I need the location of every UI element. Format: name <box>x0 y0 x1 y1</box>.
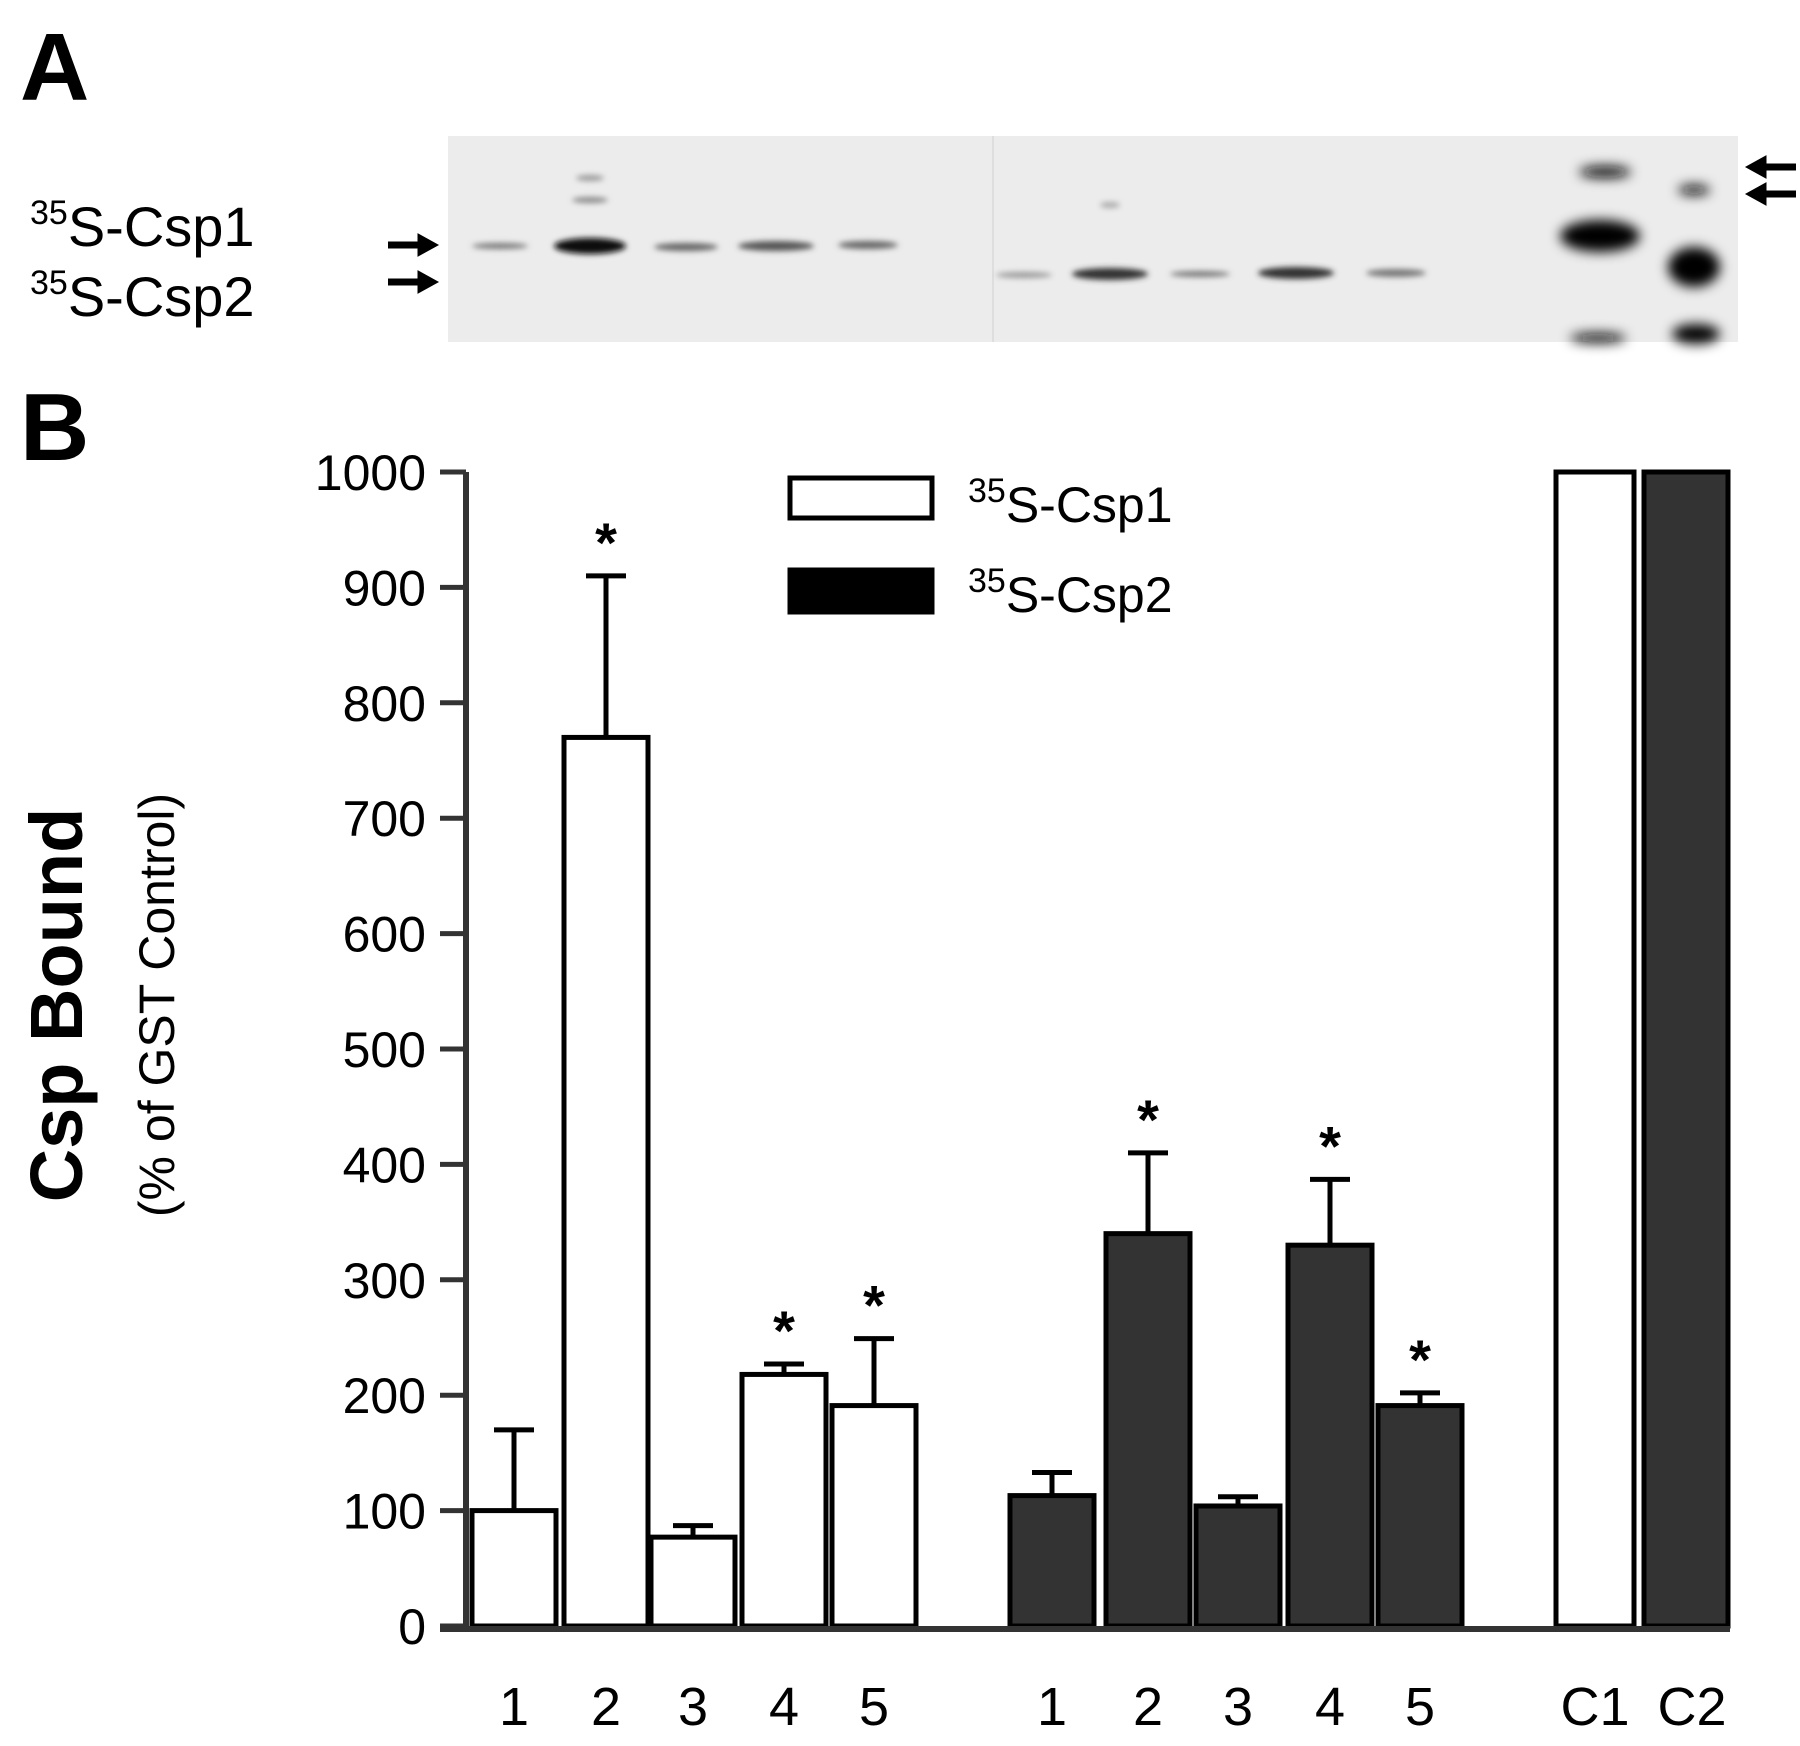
error-bars <box>494 573 1440 1538</box>
y-tick-label: 500 <box>343 1022 426 1078</box>
y-tick-label: 300 <box>343 1253 426 1309</box>
y-axis-title: Csp Bound <box>15 808 98 1203</box>
gel-bands-csp1 <box>472 175 898 254</box>
significance-star: * <box>1319 1114 1341 1177</box>
legend-label-csp1-text: S-Csp1 <box>1006 477 1173 533</box>
legend-label-csp1-sup: 35 <box>968 472 1006 510</box>
y-tick-label: 1000 <box>315 445 426 501</box>
category-label: 3 <box>678 1677 708 1737</box>
significance-star: * <box>1137 1088 1159 1151</box>
gel-arrow-control-2 <box>1744 182 1796 206</box>
y-tick-label: 0 <box>398 1599 426 1655</box>
y-tick-label: 100 <box>343 1484 426 1540</box>
category-label: 3 <box>1223 1677 1253 1737</box>
bar-control-c1 <box>1553 469 1637 1629</box>
y-tick-label: 400 <box>343 1137 426 1193</box>
category-label: 5 <box>859 1677 889 1737</box>
bars <box>469 469 1731 1629</box>
bar-csp2 <box>1375 1403 1465 1629</box>
category-label: 2 <box>1133 1677 1163 1737</box>
category-label: 2 <box>591 1677 621 1737</box>
y-axis: 0 100 200 300 400 500 600 700 800 900 1000 <box>315 445 469 1655</box>
y-tick-label: 900 <box>343 560 426 616</box>
y-tick-label: 600 <box>343 907 426 963</box>
gel-bands-csp2 <box>996 202 1426 280</box>
legend-label-csp2-text: S-Csp2 <box>1006 567 1173 623</box>
gel-arrow-csp1 <box>388 233 440 257</box>
category-label: 4 <box>769 1677 799 1737</box>
bar-control-c2 <box>1641 469 1731 1629</box>
significance-star: * <box>1409 1328 1431 1391</box>
bar-csp2 <box>1103 1231 1193 1629</box>
category-labels: 1 2 3 4 5 1 2 3 4 5 C1 C2 <box>499 1677 1727 1737</box>
gel-lane-seam <box>992 136 994 342</box>
category-label: 4 <box>1315 1677 1345 1737</box>
gel-arrow-control-1 <box>1744 155 1796 179</box>
gel-label-csp1: 35S-Csp1 <box>30 194 255 258</box>
legend-swatch-csp2 <box>787 567 935 615</box>
legend-label-csp2-sup: 35 <box>968 562 1006 600</box>
gel-label-csp2: 35S-Csp2 <box>30 264 255 328</box>
bar-csp1 <box>561 734 651 1629</box>
bar-csp1 <box>469 1508 559 1629</box>
bar-csp1 <box>739 1371 829 1629</box>
significance-star: * <box>773 1299 795 1362</box>
gel-label-csp2-sup: 35 <box>30 264 68 302</box>
legend-label-csp1: 35S-Csp1 <box>968 472 1173 533</box>
bar-csp1 <box>829 1403 919 1629</box>
significance-markers: * * * * * * <box>595 511 1431 1391</box>
category-label: 5 <box>1405 1677 1435 1737</box>
gel-bands-controls <box>1560 166 1720 344</box>
gel-image: 35S-Csp1 35S-Csp2 <box>30 136 1796 344</box>
gel-arrow-csp2 <box>388 270 440 294</box>
significance-star: * <box>863 1274 885 1337</box>
category-label: 1 <box>499 1677 529 1737</box>
panel-label-a: A <box>20 14 89 121</box>
y-tick-label: 800 <box>343 676 426 732</box>
category-label: C1 <box>1560 1677 1629 1737</box>
bar-csp2 <box>1007 1493 1097 1629</box>
panel-label-b: B <box>20 374 89 481</box>
y-tick-label: 700 <box>343 791 426 847</box>
gel-label-csp1-sup: 35 <box>30 194 68 232</box>
bar-csp1 <box>648 1534 738 1629</box>
bar-csp2 <box>1193 1503 1283 1629</box>
legend-swatch-csp1 <box>787 475 935 521</box>
category-label: C2 <box>1657 1677 1726 1737</box>
gel-label-csp2-text: S-Csp2 <box>68 265 255 328</box>
gel-background <box>448 136 1738 342</box>
y-tick-label: 200 <box>343 1368 426 1424</box>
y-axis-subtitle: (% of GST Control) <box>129 793 185 1217</box>
bar-chart: 0 100 200 300 400 500 600 700 800 900 1000 * * * * ** … <box>15 445 1731 1737</box>
category-label: 1 <box>1037 1677 1067 1737</box>
gel-label-csp1-text: S-Csp1 <box>68 195 255 258</box>
legend: 35S-Csp1 35S-Csp2 <box>787 472 1173 623</box>
bar-csp2 <box>1285 1242 1375 1629</box>
legend-label-csp2: 35S-Csp2 <box>968 562 1173 623</box>
significance-star: * <box>595 511 617 574</box>
